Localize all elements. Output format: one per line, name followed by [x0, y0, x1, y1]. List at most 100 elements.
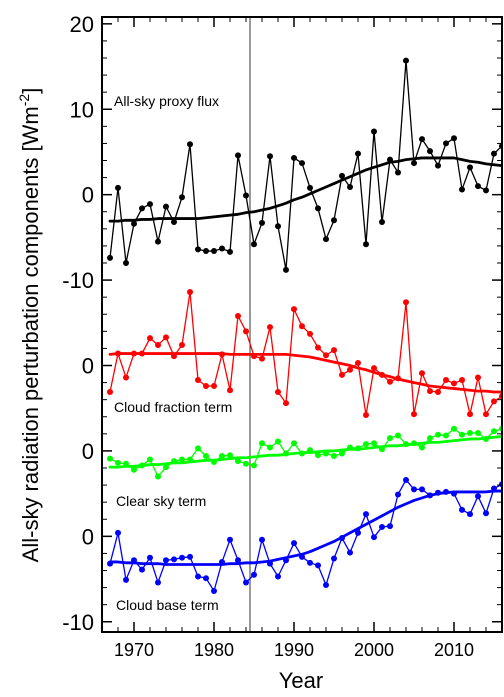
- data-point-0-23: [291, 154, 297, 161]
- data-point-1-35: [387, 378, 393, 385]
- data-point-3-32: [363, 511, 369, 518]
- data-point-1-25: [307, 330, 313, 337]
- data-point-3-5: [147, 554, 153, 561]
- data-point-0-18: [251, 241, 257, 248]
- data-point-0-21: [275, 223, 281, 230]
- data-point-2-15: [227, 452, 233, 459]
- data-point-3-42: [443, 488, 449, 495]
- y-tick-label-3: -10: [62, 268, 94, 293]
- plot-frame: [101, 16, 503, 633]
- data-point-1-24: [299, 323, 305, 330]
- data-point-1-13: [211, 383, 217, 389]
- data-point-0-5: [147, 201, 153, 208]
- data-point-1-39: [419, 370, 425, 377]
- data-point-3-24: [299, 553, 305, 560]
- series-label-2: Clear sky term: [116, 493, 206, 509]
- data-point-3-25: [307, 559, 313, 566]
- data-point-2-9: [179, 456, 185, 463]
- data-point-0-4: [139, 205, 145, 212]
- data-point-2-31: [355, 445, 361, 452]
- data-point-3-45: [467, 511, 473, 518]
- data-point-2-18: [251, 462, 257, 469]
- data-point-2-8: [171, 458, 177, 465]
- data-point-1-2: [123, 374, 129, 381]
- y-tick-label-7: -10: [62, 610, 94, 635]
- data-point-3-21: [275, 573, 281, 580]
- data-point-3-41: [435, 489, 441, 496]
- data-point-3-33: [371, 534, 377, 541]
- data-point-2-17: [243, 460, 249, 467]
- data-point-1-15: [227, 387, 233, 394]
- data-point-3-27: [323, 582, 329, 589]
- data-point-0-15: [227, 248, 233, 255]
- data-point-2-0: [107, 455, 113, 462]
- y-tick-label-0: 20: [70, 12, 94, 37]
- data-point-2-12: [203, 453, 209, 460]
- data-point-1-36: [395, 375, 401, 382]
- plot-inner: [107, 17, 502, 632]
- data-point-0-29: [339, 172, 345, 179]
- x-tick-label-4: 2010: [434, 640, 474, 660]
- data-point-2-41: [435, 431, 441, 438]
- data-point-1-31: [355, 359, 361, 366]
- data-point-2-34: [379, 446, 385, 453]
- data-point-2-5: [147, 456, 153, 463]
- y-axis-label-text: All-sky radiation perturbation component…: [18, 106, 43, 562]
- data-point-3-35: [387, 523, 393, 530]
- data-point-3-11: [195, 573, 201, 580]
- data-point-0-36: [395, 169, 401, 176]
- data-point-0-48: [491, 150, 497, 157]
- series-label-3: Cloud base term: [116, 597, 219, 613]
- data-point-0-35: [387, 156, 393, 163]
- data-point-3-19: [259, 536, 265, 543]
- y-axis-label-superscript: -2: [16, 94, 32, 107]
- data-point-1-26: [315, 344, 321, 351]
- data-point-1-16: [235, 312, 241, 319]
- data-point-1-7: [163, 334, 169, 341]
- y-tick-label-2: 0: [82, 183, 94, 208]
- data-point-3-9: [179, 554, 185, 561]
- data-point-0-46: [475, 183, 481, 190]
- data-point-2-24: [299, 450, 305, 457]
- data-point-2-11: [195, 445, 201, 452]
- series-label-1: Cloud fraction term: [114, 399, 232, 415]
- data-point-2-21: [275, 438, 281, 445]
- data-point-1-20: [267, 324, 273, 331]
- data-point-0-12: [203, 248, 209, 255]
- data-point-1-42: [443, 377, 449, 384]
- x-tick-label-0: 1970: [114, 640, 154, 660]
- data-point-0-32: [363, 241, 369, 248]
- data-point-2-39: [419, 444, 425, 451]
- data-point-0-25: [307, 184, 313, 191]
- data-point-2-10: [187, 456, 193, 463]
- series-3: [107, 476, 502, 594]
- data-point-3-3: [131, 557, 137, 564]
- data-point-0-24: [299, 160, 305, 167]
- data-point-0-0: [107, 254, 113, 261]
- x-tick-label-1: 1980: [194, 640, 234, 660]
- data-point-2-29: [339, 450, 345, 457]
- series-0: [107, 57, 502, 273]
- data-point-1-32: [363, 412, 369, 419]
- data-point-0-2: [123, 260, 129, 266]
- trend-line-2: [108, 434, 502, 469]
- data-point-0-43: [451, 135, 457, 142]
- data-point-1-48: [491, 398, 497, 405]
- data-point-3-31: [355, 529, 361, 536]
- series-label-0: All-sky proxy flux: [114, 93, 219, 109]
- data-point-2-45: [467, 429, 473, 436]
- data-point-1-46: [475, 374, 481, 381]
- data-point-1-30: [347, 366, 353, 373]
- data-point-2-48: [491, 428, 497, 435]
- data-point-1-4: [139, 350, 145, 357]
- y-tick-label-6: 0: [82, 524, 94, 549]
- data-point-0-17: [243, 192, 249, 199]
- data-point-2-36: [395, 432, 401, 439]
- data-point-0-37: [403, 57, 409, 64]
- data-point-1-18: [251, 353, 257, 360]
- data-point-0-45: [467, 164, 473, 171]
- data-point-1-11: [195, 377, 201, 384]
- plot-area: All-sky proxy flux Cloud fraction term Cle…: [107, 17, 502, 632]
- data-point-0-26: [315, 205, 321, 212]
- data-point-2-42: [443, 432, 449, 439]
